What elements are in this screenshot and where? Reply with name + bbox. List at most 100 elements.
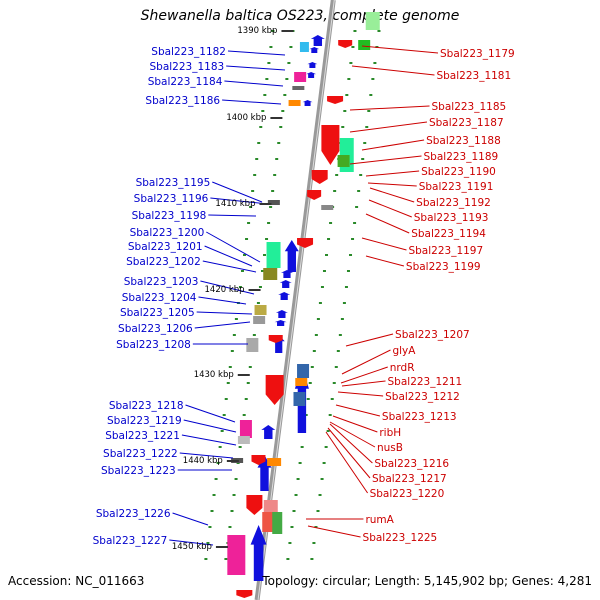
track-tick bbox=[242, 414, 246, 416]
track-tick bbox=[240, 270, 244, 272]
track-tick bbox=[292, 510, 296, 512]
kbp-tick bbox=[270, 117, 283, 119]
track-tick bbox=[247, 222, 251, 224]
leader-line-right bbox=[365, 213, 410, 234]
leader-line-right bbox=[351, 65, 435, 76]
track-tick bbox=[346, 270, 350, 272]
gene-label-left: Sbal223_1186 bbox=[145, 95, 220, 107]
track-tick bbox=[342, 302, 346, 304]
track-tick bbox=[340, 318, 344, 320]
track-tick bbox=[306, 398, 310, 400]
leader-line-right bbox=[349, 155, 422, 165]
leader-line-right bbox=[327, 427, 371, 479]
leader-line-right bbox=[337, 391, 384, 397]
track-tick bbox=[349, 62, 353, 64]
track-tick bbox=[335, 174, 339, 176]
track-tick bbox=[351, 238, 355, 240]
forward-gene bbox=[302, 100, 313, 106]
leader-line-left bbox=[210, 197, 269, 205]
leader-line-left bbox=[196, 311, 253, 315]
track-tick bbox=[249, 206, 253, 208]
forward-gene bbox=[309, 47, 320, 53]
gene-label-left: Sbal223_1226 bbox=[96, 508, 171, 520]
kbp-tick bbox=[259, 203, 272, 205]
gene-block bbox=[358, 40, 371, 50]
track-tick bbox=[232, 494, 236, 496]
leader-line-left bbox=[204, 245, 253, 267]
track-tick bbox=[288, 542, 292, 544]
track-tick bbox=[314, 526, 318, 528]
track-tick bbox=[330, 398, 334, 400]
track-tick bbox=[238, 446, 242, 448]
track-tick bbox=[226, 382, 230, 384]
track-tick bbox=[351, 46, 355, 48]
forward-gene bbox=[284, 240, 299, 272]
track-tick bbox=[322, 462, 326, 464]
gene-block bbox=[299, 42, 309, 52]
gene-label-left: Sbal223_1202 bbox=[126, 256, 201, 268]
gene-label-right: Sbal223_1217 bbox=[372, 473, 447, 485]
leader-line-left bbox=[200, 280, 255, 295]
kbp-label: 1410 kbp bbox=[215, 199, 255, 209]
track-tick bbox=[355, 206, 359, 208]
forward-gene bbox=[306, 72, 317, 78]
gene-label-left: Sbal223_1196 bbox=[134, 193, 209, 205]
track-tick bbox=[259, 126, 263, 128]
track-tick bbox=[214, 478, 218, 480]
kbp-label: 1420 kbp bbox=[205, 285, 245, 295]
gene-block bbox=[262, 512, 275, 532]
gene-block bbox=[227, 535, 246, 575]
track-tick bbox=[318, 494, 322, 496]
gene-block bbox=[239, 420, 252, 438]
gene-block bbox=[263, 268, 278, 280]
gene-block bbox=[246, 338, 259, 352]
forward-gene bbox=[307, 62, 318, 68]
gene-label-left: Sbal223_1208 bbox=[116, 339, 191, 351]
leader-line-left bbox=[169, 539, 214, 546]
leader-line-right bbox=[369, 187, 415, 203]
leader-line-right bbox=[341, 380, 386, 387]
leader-line-left bbox=[179, 452, 234, 459]
reverse-gene bbox=[338, 40, 353, 48]
gene-label-right: glyA bbox=[392, 345, 416, 357]
forward-gene bbox=[250, 525, 267, 581]
gene-label-right: Sbal223_1199 bbox=[406, 261, 481, 273]
gene-label-left: Sbal223_1227 bbox=[93, 535, 168, 547]
reverse-gene bbox=[251, 455, 266, 465]
reverse-gene bbox=[297, 238, 314, 248]
track-tick bbox=[281, 110, 285, 112]
track-tick bbox=[294, 494, 298, 496]
track-tick bbox=[206, 542, 210, 544]
leader-line-left bbox=[212, 181, 263, 203]
gene-label-right: Sbal223_1211 bbox=[388, 376, 463, 388]
track-tick bbox=[359, 174, 363, 176]
leader-line-left bbox=[224, 80, 284, 87]
leader-line-right bbox=[307, 525, 361, 538]
track-tick bbox=[275, 158, 279, 160]
track-tick bbox=[273, 174, 277, 176]
track-tick bbox=[316, 510, 320, 512]
leader-line-left bbox=[206, 231, 261, 263]
gene-label-left: Sbal223_1200 bbox=[130, 227, 205, 239]
kbp-tick bbox=[248, 289, 261, 291]
gene-label-left: Sbal223_1183 bbox=[149, 61, 224, 73]
kbp-label: 1430 kbp bbox=[194, 370, 234, 380]
gene-block bbox=[365, 12, 380, 30]
track-tick bbox=[318, 302, 322, 304]
track-tick bbox=[312, 542, 316, 544]
reverse-gene bbox=[307, 190, 322, 200]
leader-line-right bbox=[329, 421, 376, 448]
track-tick bbox=[298, 462, 302, 464]
track-tick bbox=[329, 222, 333, 224]
track-tick bbox=[296, 478, 300, 480]
track-tick bbox=[285, 78, 289, 80]
gene-label-right: rumA bbox=[365, 514, 394, 526]
leader-line-right bbox=[329, 423, 373, 464]
forward-gene bbox=[280, 270, 293, 278]
track-tick bbox=[290, 526, 294, 528]
reverse-gene bbox=[268, 335, 283, 343]
gene-label-right: Sbal223_1187 bbox=[429, 117, 504, 129]
track-tick bbox=[252, 334, 256, 336]
track-tick bbox=[353, 30, 357, 32]
gene-label-right: Sbal223_1189 bbox=[424, 151, 499, 163]
